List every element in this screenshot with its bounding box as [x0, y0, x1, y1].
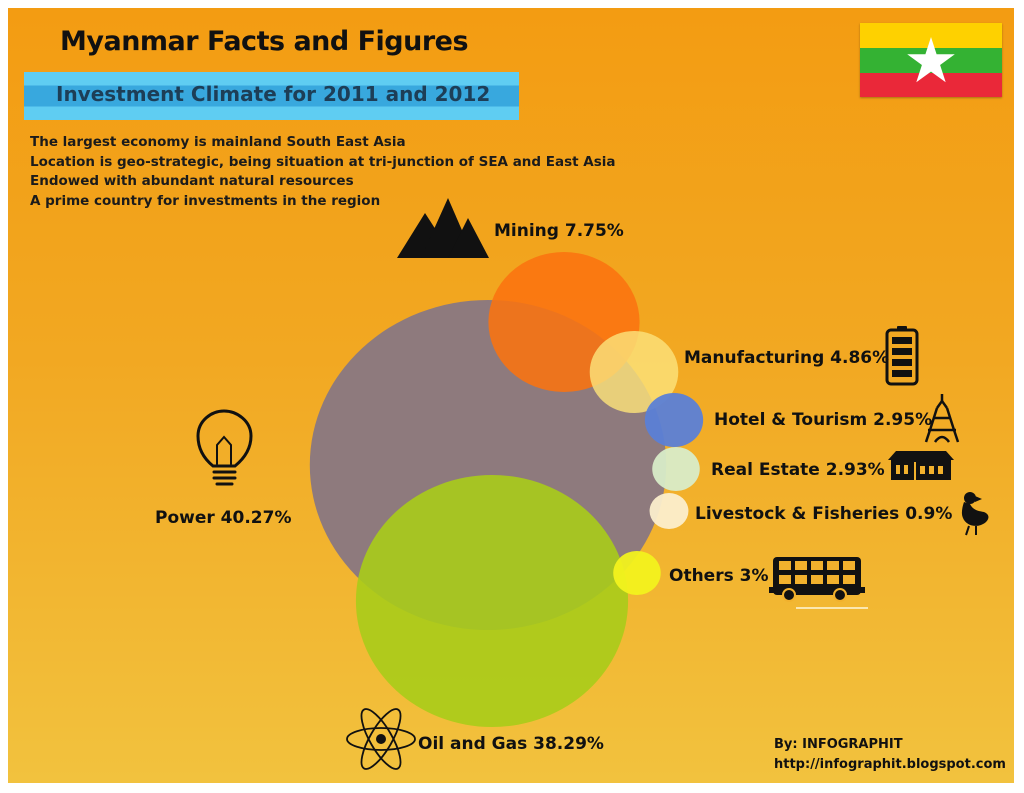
credit-author: By: INFOGRAPHIT	[774, 737, 903, 752]
page-title: Myanmar Facts and Figures	[60, 26, 469, 57]
bubble-real-estate	[652, 447, 700, 491]
myanmar-flag-icon	[860, 23, 1002, 97]
data-label-mining: Mining 7.75%	[494, 221, 624, 241]
bubble-manufacturing	[589, 331, 679, 413]
data-label-manufacturing: Manufacturing 4.86%	[684, 348, 889, 368]
fact-item: A prime country for investments in the r…	[30, 192, 381, 209]
credit-url[interactable]: http://infographit.blogspot.com	[774, 757, 1006, 772]
bubble-hotel-and-tourism	[644, 393, 704, 447]
facts-list: The largest economy is mainland South Ea…	[30, 133, 616, 211]
data-label-real-estate: Real Estate 2.93%	[711, 460, 885, 480]
subtitle-banner: Investment Climate for 2011 and 2012	[24, 72, 519, 120]
duck-icon	[961, 492, 989, 536]
data-label-livestock-and-fisheries: Livestock & Fisheries 0.9%	[695, 504, 952, 524]
atom-icon	[346, 708, 416, 770]
credit-block: By: INFOGRAPHIT http://infographit.blogs…	[774, 735, 1006, 775]
eiffel-tower-icon	[924, 394, 960, 443]
investment-bubble-chart: Power 40.27% Oil and Gas 38.29% Mining 7.7…	[155, 198, 989, 770]
battery-icon	[885, 326, 919, 386]
subtitle: Investment Climate for 2011 and 2012	[56, 82, 491, 106]
data-label-hotel-and-tourism: Hotel & Tourism 2.95%	[714, 410, 932, 430]
lightbulb-icon	[196, 409, 253, 486]
fact-item: The largest economy is mainland South Ea…	[30, 134, 406, 150]
fact-item: Location is geo-strategic, being situati…	[30, 153, 616, 170]
data-label-power: Power 40.27%	[155, 508, 291, 528]
bubble-livestock-and-fisheries	[649, 493, 689, 529]
infographic: Myanmar Facts and Figures Investment Cli…	[8, 8, 1014, 783]
data-label-oil-and-gas: Oil and Gas 38.29%	[418, 734, 604, 754]
building-icon	[888, 451, 954, 480]
mountains-icon	[397, 198, 489, 258]
data-label-others: Others 3%	[669, 566, 769, 586]
bubble-others	[613, 551, 661, 595]
bubble-oil-and-gas	[355, 475, 629, 727]
bus-icon	[769, 557, 868, 609]
fact-item: Endowed with abundant natural resources	[30, 173, 354, 189]
